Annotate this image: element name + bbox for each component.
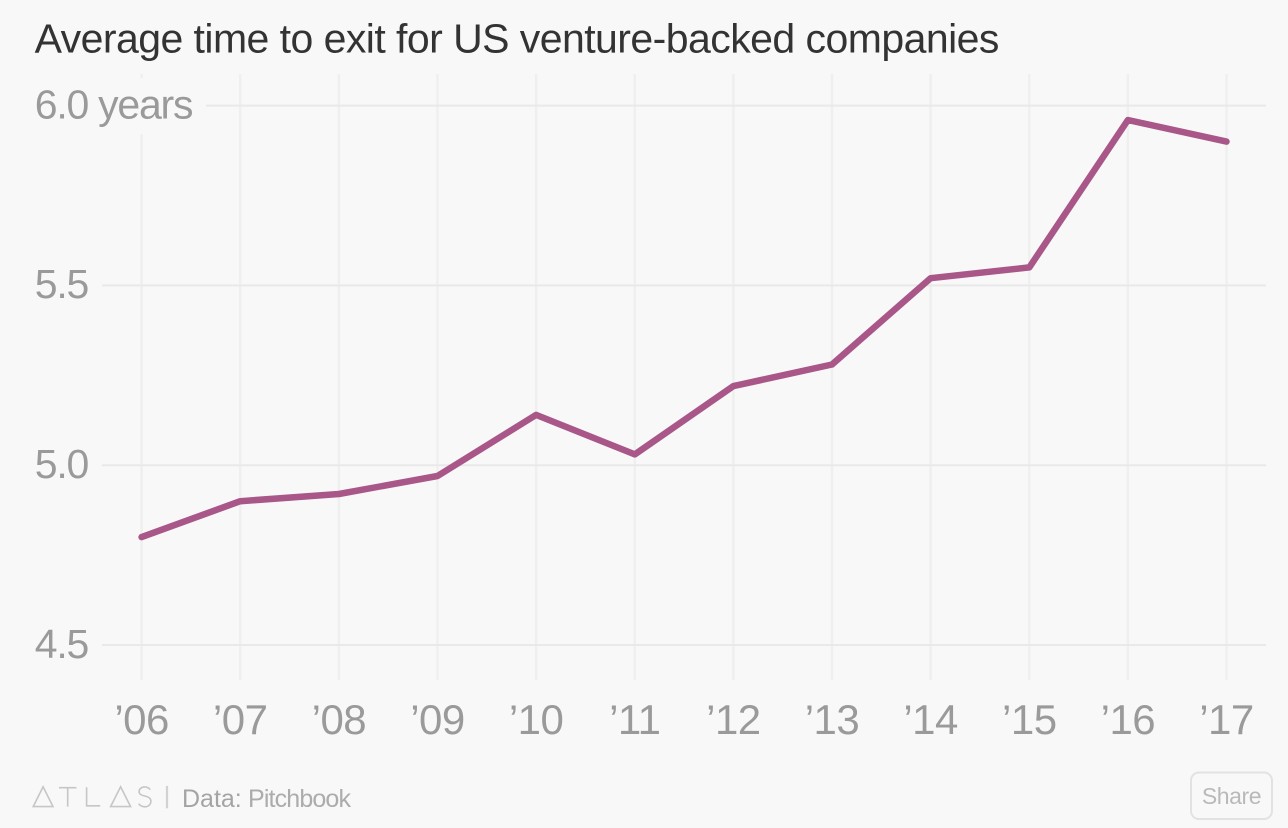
- svg-text:Data:: Data:: [182, 785, 242, 813]
- svg-text:’15: ’15: [1002, 696, 1057, 743]
- svg-text:’16: ’16: [1101, 696, 1156, 743]
- svg-text:’06: ’06: [114, 696, 169, 743]
- svg-text:’12: ’12: [706, 696, 761, 743]
- svg-text:’07: ’07: [213, 696, 268, 743]
- svg-text:Average time to exit for US ve: Average time to exit for US venture-back…: [35, 15, 999, 61]
- svg-text:Pitchbook: Pitchbook: [248, 785, 351, 813]
- svg-text:’17: ’17: [1199, 696, 1254, 743]
- svg-text:5.0: 5.0: [35, 441, 89, 487]
- svg-text:5.5: 5.5: [35, 261, 89, 307]
- svg-text:’08: ’08: [312, 696, 367, 743]
- svg-text:Share: Share: [1202, 783, 1261, 809]
- svg-text:’14: ’14: [903, 696, 958, 743]
- svg-text:’09: ’09: [410, 696, 465, 743]
- svg-text:’11: ’11: [609, 696, 660, 743]
- svg-text:’10: ’10: [509, 696, 564, 743]
- svg-text:4.5: 4.5: [35, 621, 89, 667]
- svg-text:’13: ’13: [805, 696, 860, 743]
- svg-text:6.0 years: 6.0 years: [35, 81, 193, 127]
